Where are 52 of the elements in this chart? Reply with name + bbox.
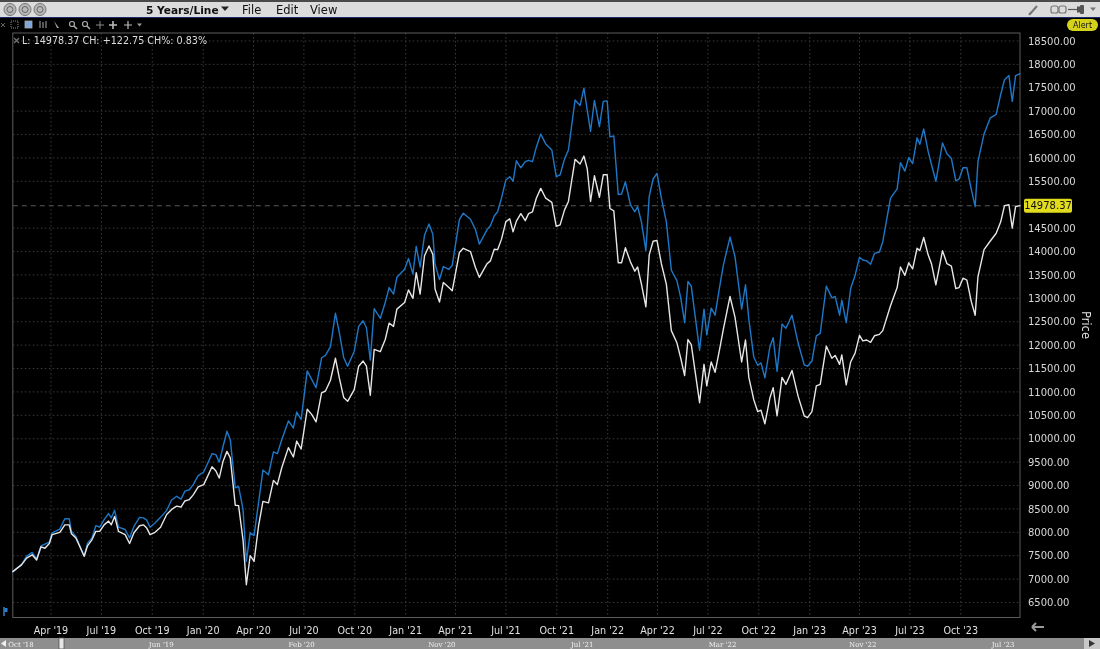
line-series [12, 155, 1021, 586]
x-tick-label: Apr '19 [33, 624, 69, 636]
text: Edit [276, 3, 299, 17]
y-tick-label: 9500.00 [1028, 456, 1070, 468]
y-tick-label: 10500.00 [1028, 409, 1076, 421]
x-tick-label: Jul '19 [85, 624, 117, 636]
text: Alert [1072, 21, 1093, 31]
ref-line-label: 14978.37 [1024, 200, 1072, 212]
y-tick-label: 11500.00 [1028, 363, 1076, 375]
x-tick-label: Oct '20 [337, 624, 373, 636]
y-tick-label: 16500.00 [1028, 129, 1076, 141]
y-tick-label: 10000.00 [1028, 433, 1076, 445]
x-tick-label: Jan '20 [185, 624, 220, 636]
annotation: L: 14978.37 CH: +122.75 CH%: 0.83% [22, 34, 208, 46]
x-tick-label: Apr '21 [438, 624, 473, 636]
x-tick-label: Oct '23 [943, 624, 979, 636]
x-tick-label: Jan '22 [590, 624, 625, 636]
y-tick-label: 17000.00 [1028, 105, 1076, 117]
x-tick-label: Oct '22 [741, 624, 777, 636]
text: 5 Years/Line [146, 4, 219, 16]
x-tick-label: Jul '22 [692, 624, 723, 636]
y-tick-label: 8000.00 [1028, 526, 1070, 538]
x-tick-label: Apr '23 [842, 624, 877, 636]
y-tick-label: 6500.00 [1028, 597, 1070, 609]
x-tick-label: Apr '20 [236, 624, 271, 636]
y-tick-label: 13000.00 [1028, 292, 1076, 304]
y-axis-title: Price [1079, 310, 1093, 340]
x-tick-label: Jan '21 [388, 624, 423, 636]
x-tick-label: Jul '23 [894, 624, 925, 636]
x-tick-label: Oct '19 [135, 624, 170, 636]
y-tick-label: 9000.00 [1028, 480, 1070, 492]
y-tick-label: 14500.00 [1028, 222, 1076, 234]
y-tick-label: 14000.00 [1028, 246, 1076, 258]
x-tick-label: Jul '21 [490, 624, 521, 636]
y-tick-label: 7000.00 [1028, 573, 1070, 585]
y-tick-label: 17500.00 [1028, 82, 1076, 94]
y-tick-label: 12500.00 [1028, 316, 1076, 328]
x-tick-label: Apr '22 [640, 624, 675, 636]
y-tick-label: 8500.00 [1028, 503, 1070, 515]
y-tick-label: 13500.00 [1028, 269, 1076, 281]
text: File [242, 3, 262, 17]
x-tick-label: Jul '20 [288, 624, 319, 636]
y-tick-label: 18000.00 [1028, 58, 1076, 70]
y-tick-label: 18500.00 [1028, 35, 1076, 47]
y-tick-label: 15500.00 [1028, 175, 1076, 187]
y-tick-label: 11000.00 [1028, 386, 1076, 398]
y-tick-label: 7500.00 [1028, 550, 1070, 562]
x-tick-label: Jan '23 [792, 624, 827, 636]
y-tick-label: 16000.00 [1028, 152, 1076, 164]
y-tick-label: 12000.00 [1028, 339, 1076, 351]
x-tick-label: Oct '21 [539, 624, 575, 636]
text: View [310, 3, 338, 17]
